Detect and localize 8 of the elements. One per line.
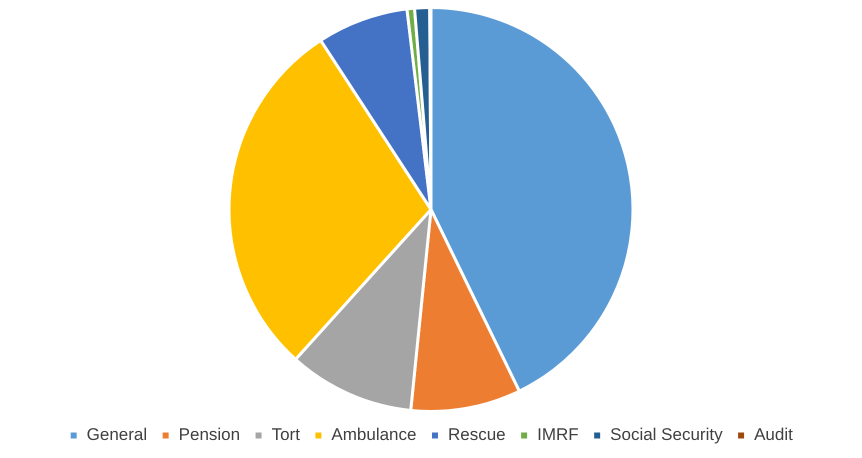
- legend-label: Rescue: [448, 425, 506, 444]
- legend-label: Pension: [178, 425, 240, 444]
- legend-label: Tort: [272, 425, 300, 444]
- legend-label: General: [86, 425, 148, 444]
- legend-label: Audit: [754, 425, 794, 444]
- legend-label: Social Security: [610, 425, 724, 444]
- legend-label: Ambulance: [331, 425, 416, 444]
- legend-label: IMRF: [537, 425, 579, 444]
